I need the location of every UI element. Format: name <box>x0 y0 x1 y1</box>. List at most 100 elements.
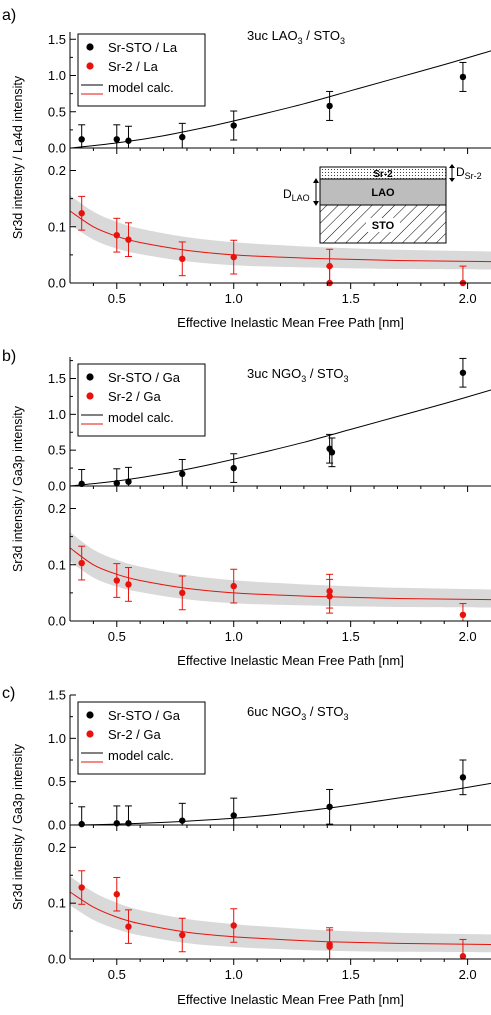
confidence-band <box>70 195 491 270</box>
marker <box>459 73 467 81</box>
marker <box>326 102 333 110</box>
data-point <box>230 797 238 825</box>
marker <box>78 884 85 891</box>
dlao-main: D <box>283 187 292 201</box>
data-point <box>124 909 132 944</box>
bottom-plot: 0.0 0.1 0.2 0.5 1.0 1.5 2.0 <box>48 486 491 644</box>
y-axis-label: Sr3d intensity / La4d intensity <box>11 75 25 239</box>
model-curve <box>69 782 491 826</box>
top-plot: 0.0 0.5 1.0 1.5 <box>48 32 491 156</box>
data-point <box>78 195 86 231</box>
model-curve <box>69 210 491 263</box>
model-curve <box>69 547 491 601</box>
lao-label: LAO <box>371 187 395 199</box>
y-tick-label: 1.0 <box>48 731 66 746</box>
x-tick-label: 1.5 <box>342 629 360 644</box>
marker <box>230 582 237 590</box>
panel-label: b) <box>2 348 16 365</box>
x-tick-label: 1.0 <box>225 967 243 982</box>
sto-label: STO <box>372 220 395 232</box>
annotation-sub: 3 <box>344 712 349 722</box>
marker <box>179 255 186 263</box>
data-point <box>78 469 86 488</box>
x-tick-label: 1.0 <box>225 291 243 306</box>
y-tick-label: 0.0 <box>48 818 66 833</box>
marker <box>328 449 336 456</box>
panel-a: a) 0.0 0.1 0.2 0.5 1.0 1.5 2.0 0.0 0.5 1.0 1.5 Sr3d … <box>2 7 491 330</box>
y-tick-label: 0.5 <box>48 774 66 789</box>
data-point <box>230 568 238 604</box>
sample-annotation: 6uc NGO3 / STO3 <box>247 704 349 722</box>
model-curve <box>69 389 491 487</box>
top-plot: 0.0 0.5 1.0 1.5 <box>48 357 491 494</box>
data-point <box>459 357 467 388</box>
y-tick-label: 0.0 <box>48 479 66 494</box>
annotation-sub: 3 <box>340 36 345 46</box>
legend-label: model calc. <box>108 80 174 95</box>
marker <box>113 136 120 143</box>
data-point <box>78 124 86 148</box>
marker <box>459 774 467 781</box>
dsr2-main: D <box>456 165 465 179</box>
data-point <box>178 802 186 825</box>
legend: Sr-STO / La Sr-2 / La model calc. <box>77 33 206 107</box>
y-tick-label: 1.0 <box>48 407 66 422</box>
marker <box>326 803 333 810</box>
marker <box>230 812 237 819</box>
data-point <box>113 217 121 253</box>
annotation-main: 3uc NGO <box>247 366 301 381</box>
panel-c: c) 0.0 0.1 0.2 0.5 1.0 1.5 2.0 0.0 0.5 1.0 1.5 Sr3d … <box>2 685 491 1007</box>
data-point <box>178 241 186 277</box>
marker <box>230 253 237 261</box>
marker <box>125 820 132 827</box>
marker <box>78 559 85 567</box>
marker <box>125 581 132 588</box>
legend-marker-red <box>86 730 94 738</box>
model-curve <box>69 50 491 149</box>
marker <box>459 611 467 619</box>
data-point <box>328 437 336 468</box>
marker <box>326 587 333 595</box>
sample-annotation: 3uc LAO3 / STO3 <box>247 28 345 46</box>
legend-marker-black <box>86 711 94 719</box>
marker <box>113 891 120 898</box>
data-point <box>124 125 132 148</box>
data-point <box>124 466 132 486</box>
data-point <box>78 870 86 905</box>
x-tick-label: 2.0 <box>459 967 477 982</box>
legend-label: Sr-2 / Ga <box>108 389 162 404</box>
data-point <box>230 239 238 275</box>
sr2-label: Sr-2 <box>373 169 393 180</box>
data-point <box>113 805 121 827</box>
panel-label: c) <box>2 685 15 702</box>
marker <box>125 923 132 930</box>
data-point <box>113 124 121 148</box>
marker <box>179 931 186 939</box>
y-tick-label: 1.0 <box>48 68 66 83</box>
legend-label: model calc. <box>108 748 174 763</box>
x-tick-label: 0.5 <box>108 967 126 982</box>
marker <box>78 136 85 143</box>
x-axis-label: Effective Inelastic Mean Free Path [nm] <box>177 653 404 668</box>
legend-marker-red <box>86 392 94 400</box>
annotation-sub: 3 <box>301 712 306 722</box>
y-tick-label: 0.5 <box>48 104 66 119</box>
marker <box>125 137 132 144</box>
marker <box>230 122 237 129</box>
marker <box>179 589 186 597</box>
marker <box>78 820 85 828</box>
y-tick-label: 0.0 <box>48 614 66 629</box>
data-point <box>326 90 334 121</box>
y-tick-label: 0.1 <box>48 219 66 234</box>
marker <box>113 577 120 584</box>
marker <box>78 210 85 217</box>
y-tick-label: 0.0 <box>48 952 66 967</box>
arrow-heads <box>449 164 455 182</box>
y-axis-label: Sr3d intensity / Ga3p intensity <box>11 743 25 910</box>
model-curve <box>69 891 491 945</box>
x-axis-label: Effective Inelastic Mean Free Path [nm] <box>177 315 404 330</box>
data-point <box>326 788 334 825</box>
legend: Sr-STO / Ga Sr-2 / Ga model calc. <box>77 363 206 437</box>
x-tick-label: 2.0 <box>459 629 477 644</box>
